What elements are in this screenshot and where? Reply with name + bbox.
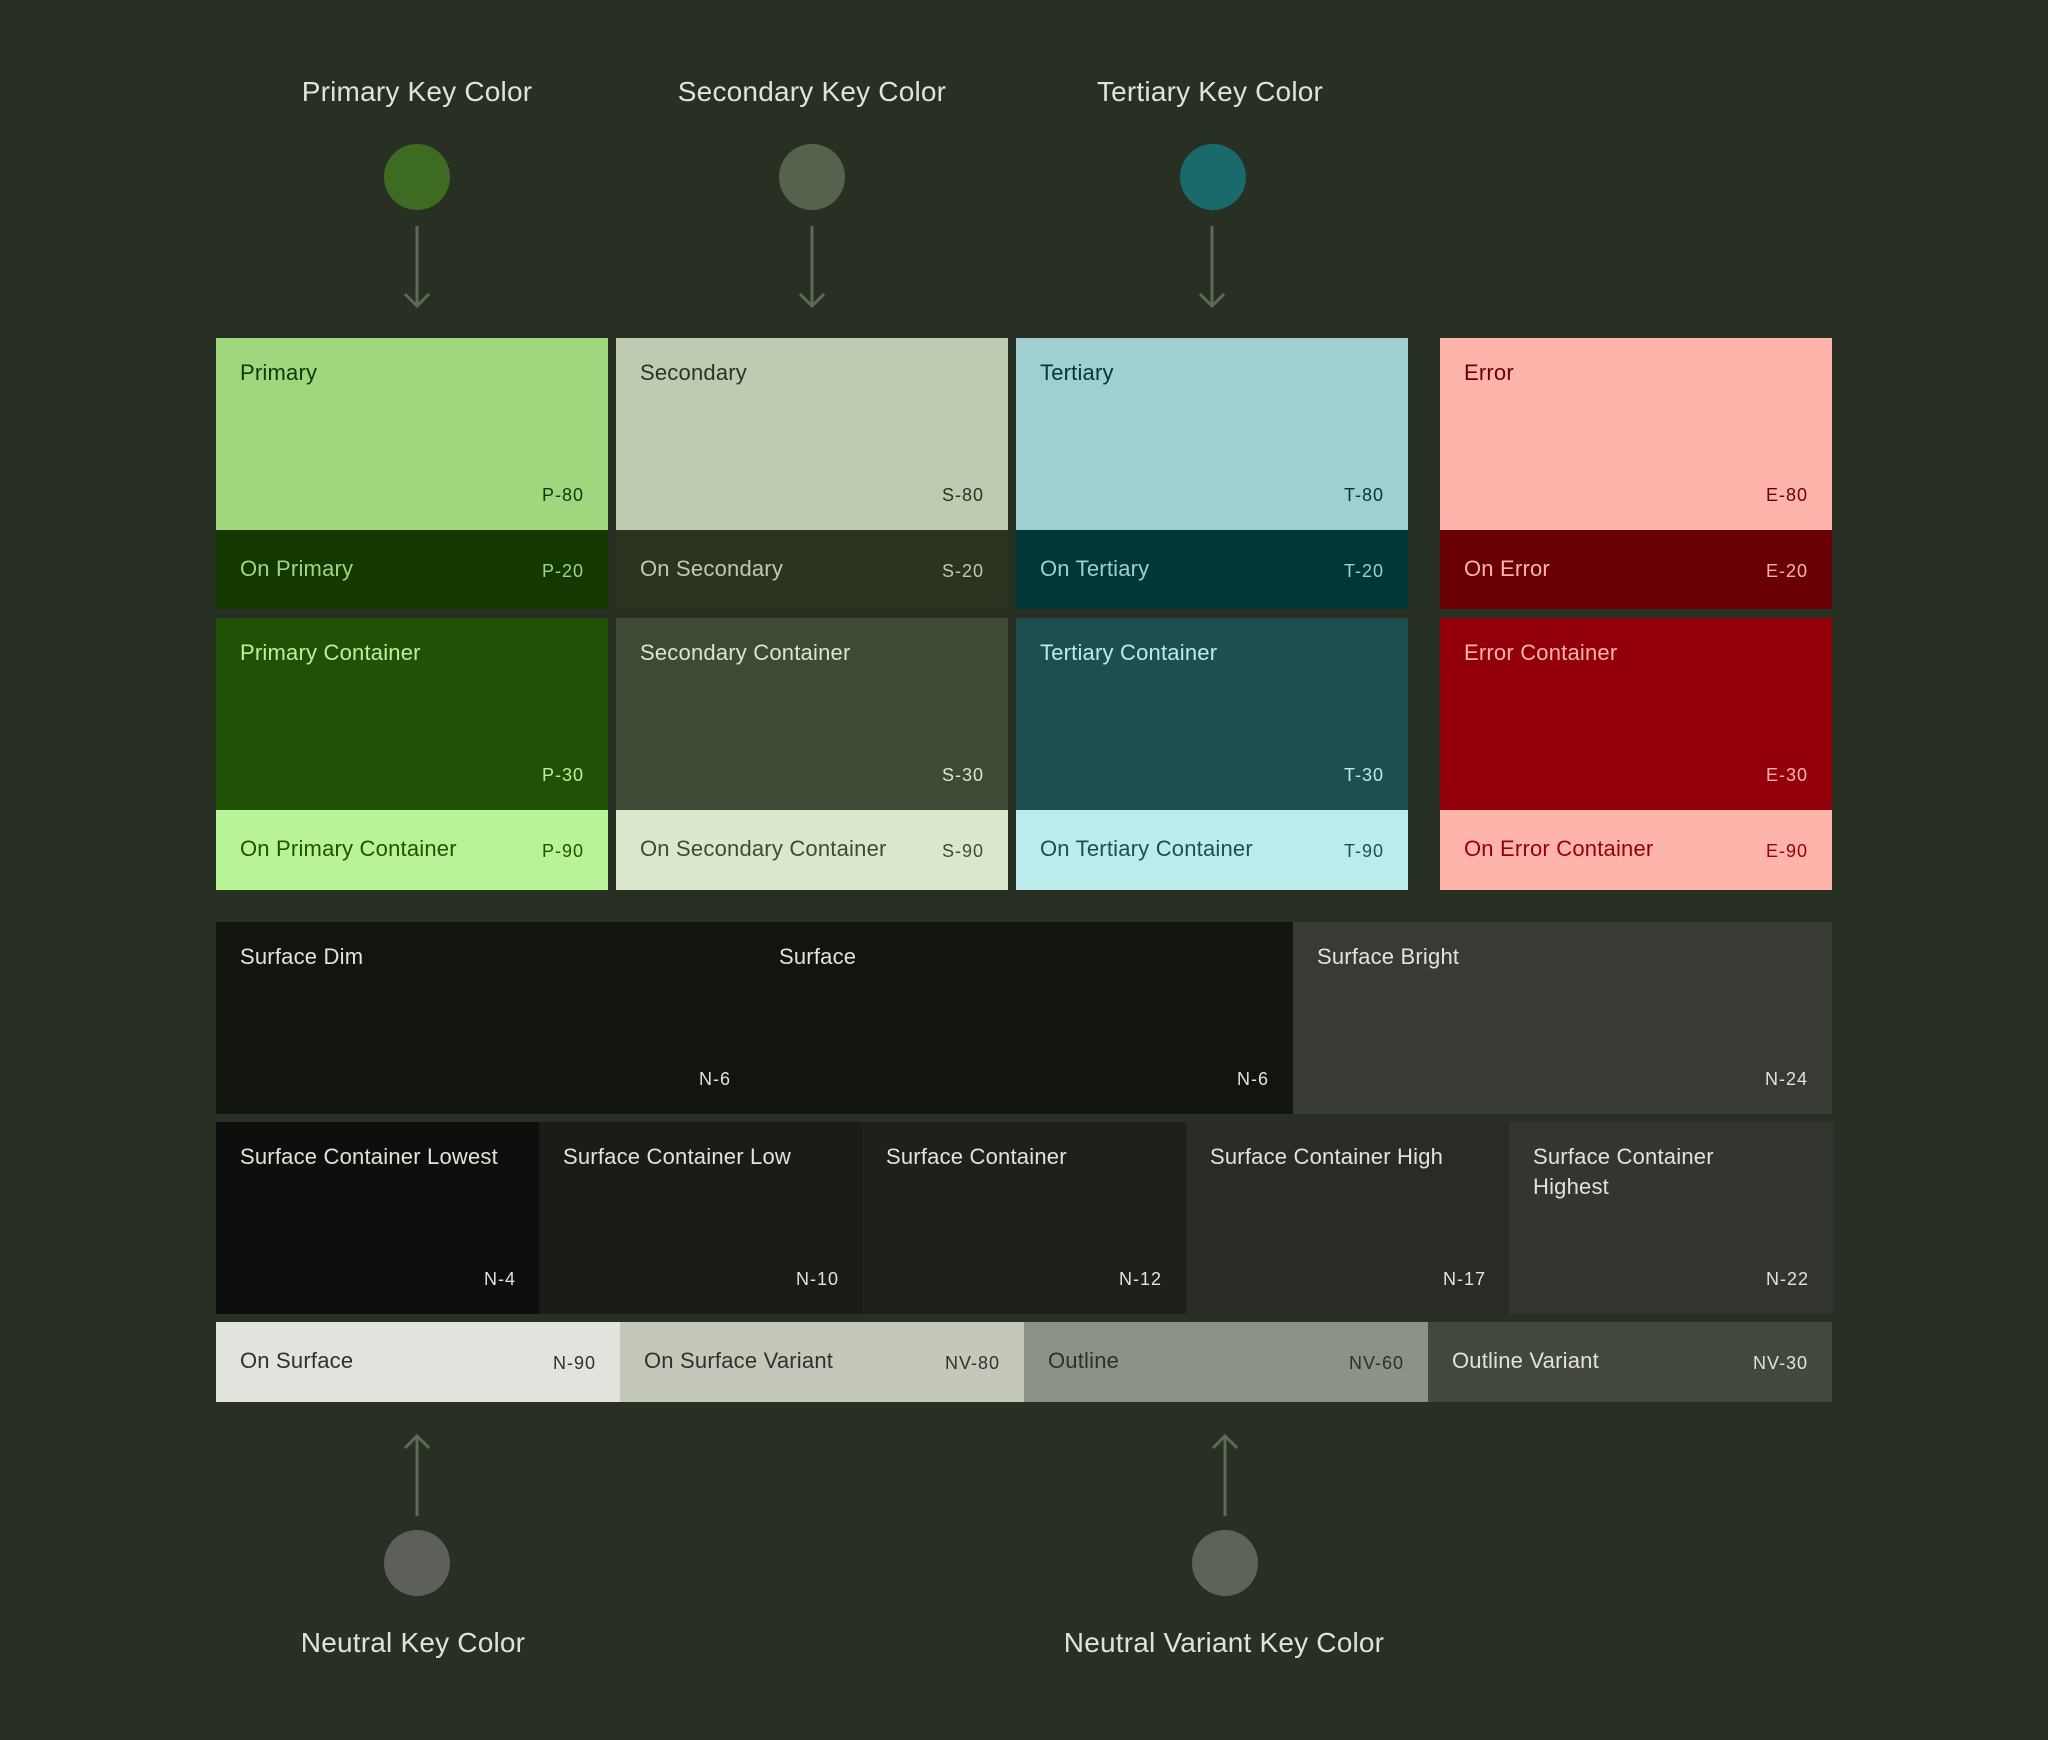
tone-label: P-30 [541, 765, 584, 785]
tone-label: N-6 [698, 1069, 731, 1089]
swatch-label: Outline [1048, 1348, 1120, 1373]
arrow-down-icon [403, 226, 431, 309]
swatch-label: Secondary [640, 360, 747, 385]
tone-label: N-22 [1765, 1269, 1809, 1289]
tone-label: S-80 [941, 485, 984, 505]
swatch-label: Surface Container [886, 1144, 1067, 1169]
tone-label: S-90 [941, 841, 984, 861]
primary-swatch: Primary P-80 [216, 338, 608, 530]
tertiary-key-color-swatch [1180, 144, 1246, 210]
tone-label: T-90 [1343, 841, 1384, 861]
surface-container-high-swatch: Surface Container High N-17 [1186, 1122, 1510, 1314]
on-secondary-swatch: On Secondary S-20 [616, 530, 1008, 609]
swatch-label: Secondary Container [640, 640, 851, 665]
secondary-swatch: Secondary S-80 [616, 338, 1008, 530]
tertiary-key-color-title: Tertiary Key Color [1096, 76, 1324, 107]
swatch-label: Surface [779, 944, 857, 969]
tertiary-swatch: Tertiary T-80 [1016, 338, 1408, 530]
error-swatch: Error E-80 [1440, 338, 1832, 530]
tone-label: P-90 [541, 841, 584, 861]
on-tertiary-container-swatch: On Tertiary Container T-90 [1016, 810, 1408, 890]
swatch-label: Error Container [1464, 640, 1618, 665]
swatch-label: Surface Container High [1210, 1144, 1444, 1169]
surface-bright-swatch: Surface Bright N-24 [1293, 922, 1832, 1114]
primary-key-color-swatch [384, 144, 450, 210]
on-error-swatch: On Error E-20 [1440, 530, 1832, 609]
tone-label: T-30 [1343, 765, 1384, 785]
on-secondary-container-swatch: On Secondary Container S-90 [616, 810, 1008, 890]
tone-label: E-90 [1765, 841, 1808, 861]
tone-label: E-80 [1765, 485, 1808, 505]
tone-label: N-90 [552, 1353, 596, 1373]
neutral-variant-key-color-swatch [1192, 1530, 1258, 1596]
swatch-label: Tertiary [1040, 360, 1114, 385]
tone-label: P-80 [541, 485, 584, 505]
primary-container-swatch: Primary Container P-30 [216, 618, 608, 810]
swatch-label: On Error [1464, 556, 1550, 581]
neutral-key-color-title: Neutral Key Color [300, 1627, 526, 1658]
neutral-variant-key-color-title: Neutral Variant Key Color [1063, 1627, 1385, 1658]
on-primary-swatch: On Primary P-20 [216, 530, 608, 609]
swatch-label: Outline Variant [1452, 1348, 1599, 1373]
secondary-key-color-swatch [779, 144, 845, 210]
swatch-label: On Tertiary [1040, 556, 1150, 581]
swatch-label: Primary [240, 360, 318, 385]
swatch-label: Tertiary Container [1040, 640, 1218, 665]
tone-label: NV-60 [1348, 1353, 1404, 1373]
outline-variant-swatch: Outline Variant NV-30 [1428, 1322, 1832, 1402]
surface-dim-swatch: Surface Dim N-6 [216, 922, 755, 1114]
swatch-label: On Secondary Container [640, 836, 887, 861]
tone-label: E-20 [1765, 561, 1808, 581]
swatch-label: Surface Container Low [563, 1144, 791, 1169]
swatch-label: Surface Container Highest [1533, 1144, 1714, 1199]
tone-label: N-6 [1236, 1069, 1269, 1089]
neutral-key-color-swatch [384, 1530, 450, 1596]
error-container-swatch: Error Container E-30 [1440, 618, 1832, 810]
secondary-container-swatch: Secondary Container S-30 [616, 618, 1008, 810]
surface-container-low-swatch: Surface Container Low N-10 [539, 1122, 863, 1314]
arrow-up-icon [403, 1433, 431, 1516]
swatch-label: Primary Container [240, 640, 421, 665]
tone-label: N-17 [1442, 1269, 1486, 1289]
tone-label: NV-30 [1752, 1353, 1808, 1373]
swatch-label: Surface Container Lowest [240, 1144, 498, 1169]
swatch-label: On Primary [240, 556, 354, 581]
arrow-down-icon [1198, 226, 1226, 309]
swatch-label: Surface Bright [1317, 944, 1460, 969]
on-tertiary-swatch: On Tertiary T-20 [1016, 530, 1408, 609]
tone-label: N-12 [1118, 1269, 1162, 1289]
surface-container-highest-swatch: Surface Container Highest N-22 [1509, 1122, 1833, 1314]
swatch-label: On Tertiary Container [1040, 836, 1253, 861]
tone-label: NV-80 [944, 1353, 1000, 1373]
arrow-down-icon [798, 226, 826, 309]
swatch-label: Surface Dim [240, 944, 364, 969]
swatch-label: Error [1464, 360, 1514, 385]
swatch-label: On Secondary [640, 556, 784, 581]
outline-swatch: Outline NV-60 [1024, 1322, 1428, 1402]
on-primary-container-swatch: On Primary Container P-90 [216, 810, 608, 890]
arrow-up-icon [1211, 1433, 1239, 1516]
tone-label: T-20 [1343, 561, 1384, 581]
tone-label: E-30 [1765, 765, 1808, 785]
surface-swatch: Surface N-6 [755, 922, 1293, 1114]
tone-label: T-80 [1343, 485, 1384, 505]
tone-label: N-4 [483, 1269, 516, 1289]
on-surface-variant-swatch: On Surface Variant NV-80 [620, 1322, 1024, 1402]
tone-label: N-24 [1764, 1069, 1808, 1089]
tone-label: S-30 [941, 765, 984, 785]
on-error-container-swatch: On Error Container E-90 [1440, 810, 1832, 890]
tone-label: P-20 [541, 561, 584, 581]
surface-container-swatch: Surface Container N-12 [862, 1122, 1186, 1314]
swatch-label: On Primary Container [240, 836, 457, 861]
surface-container-lowest-swatch: Surface Container Lowest N-4 [216, 1122, 540, 1314]
swatch-label: On Error Container [1464, 836, 1654, 861]
secondary-key-color-title: Secondary Key Color [677, 76, 947, 107]
swatch-label: On Surface Variant [644, 1348, 834, 1373]
on-surface-swatch: On Surface N-90 [216, 1322, 620, 1402]
tone-label: S-20 [941, 561, 984, 581]
tertiary-container-swatch: Tertiary Container T-30 [1016, 618, 1408, 810]
swatch-label: On Surface [240, 1348, 354, 1373]
tone-label: N-10 [795, 1269, 839, 1289]
primary-key-color-title: Primary Key Color [301, 76, 533, 107]
